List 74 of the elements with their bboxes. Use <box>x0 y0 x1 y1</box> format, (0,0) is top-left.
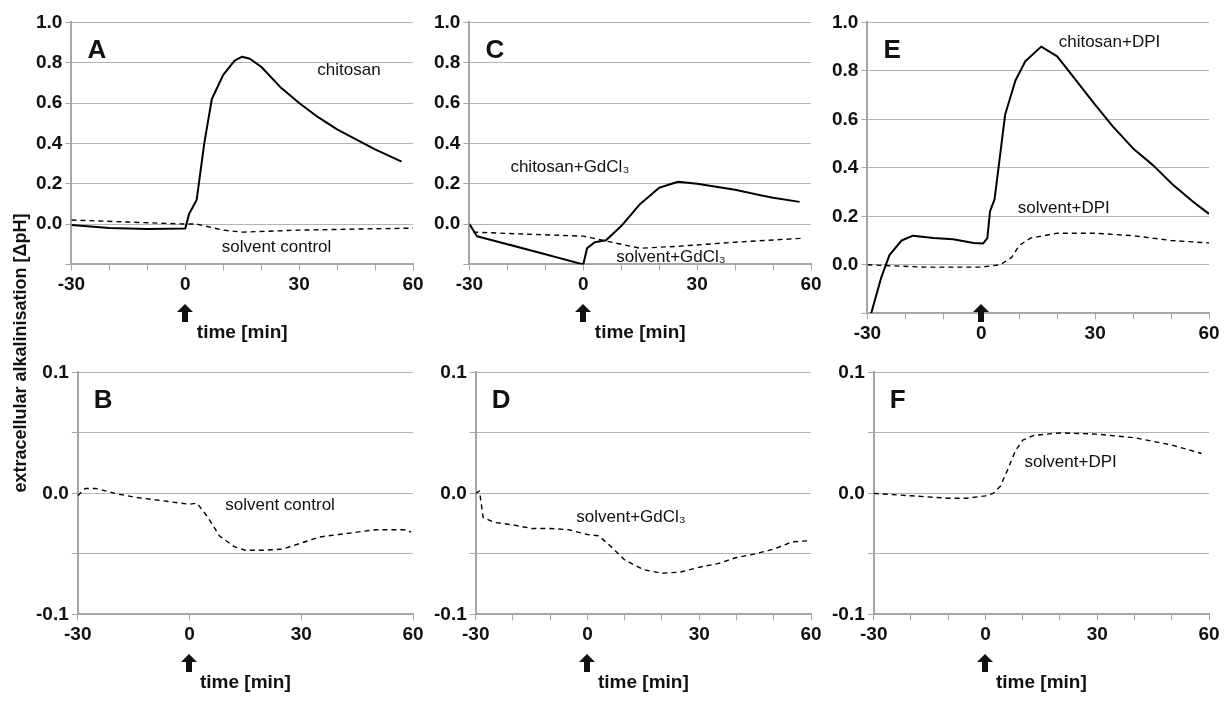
x-tick-label: 60 <box>800 273 822 295</box>
x-tick-label: -30 <box>462 623 490 645</box>
x-tick-label: 60 <box>1198 623 1220 645</box>
x-tick-label: 30 <box>688 623 710 645</box>
x-tick-label: 30 <box>288 273 310 295</box>
y-tick-label: 0.8 <box>35 50 63 72</box>
y-tick-label: 1.0 <box>433 10 461 32</box>
x-tick-label: 60 <box>402 273 424 295</box>
y-tick-label: -0.1 <box>831 602 866 624</box>
y-tick-label: 1.0 <box>35 10 63 32</box>
series-label: solvent+GdCl₃ <box>616 246 726 266</box>
chart-title: D <box>491 383 511 414</box>
x-tick-label: -30 <box>57 273 86 295</box>
y-tick-label: 0.6 <box>433 91 461 113</box>
y-tick-label: 0.8 <box>433 50 461 72</box>
x-tick-label: 0 <box>975 321 987 343</box>
x-axis-title: time [min] <box>594 320 686 342</box>
y-tick-label: 1.0 <box>831 10 859 32</box>
x-axis-title: time [min] <box>196 320 288 342</box>
x-tick-label: 0 <box>184 623 195 645</box>
y-tick-label: 0.0 <box>35 212 63 234</box>
y-tick-label: 0.0 <box>831 252 859 274</box>
x-tick-label: 0 <box>577 273 589 295</box>
text: A <box>87 33 107 64</box>
y-tick-label: 0.6 <box>35 91 63 113</box>
series-label: solvent+DPI <box>1024 451 1117 471</box>
x-tick-label: -30 <box>860 623 888 645</box>
chart-title: B <box>93 383 113 414</box>
series-label: solvent control <box>225 495 335 515</box>
y-tick-label: 0.4 <box>433 131 461 153</box>
x-tick-label: 30 <box>290 623 312 645</box>
series-label: chitosan <box>317 60 381 80</box>
y-tick-label: 0.0 <box>433 212 461 234</box>
x-axis-title: time [min] <box>199 670 291 692</box>
x-tick-label: -30 <box>853 321 882 343</box>
y-tick-label: 0.2 <box>433 171 461 193</box>
y-tick-label: 0.1 <box>440 360 468 382</box>
text: E <box>883 33 901 64</box>
y-tick-label: 0.1 <box>42 360 70 382</box>
x-axis-title: time [min] <box>597 670 689 692</box>
x-axis-title: time [min] <box>995 670 1087 692</box>
x-tick-label: -30 <box>64 623 92 645</box>
y-axis-title: extracellular alkalinisation [ΔpH] <box>9 213 31 493</box>
x-tick-label: 30 <box>1084 321 1106 343</box>
series-label: chitosan+GdCl₃ <box>510 157 630 177</box>
line-series <box>873 432 1203 499</box>
x-tick-label: -30 <box>455 273 484 295</box>
y-tick-label: -0.1 <box>433 602 468 624</box>
x-tick-label: 60 <box>1198 321 1220 343</box>
x-tick-label: 60 <box>402 623 424 645</box>
x-tick-label: 30 <box>1086 623 1108 645</box>
y-tick-label: 0.1 <box>838 360 866 382</box>
series-label: solvent+DPI <box>1017 198 1110 218</box>
x-tick-label: 0 <box>582 623 593 645</box>
chart-title: F <box>889 383 906 414</box>
x-tick-label: 0 <box>179 273 191 295</box>
x-tick-label: 60 <box>800 623 822 645</box>
text: C <box>485 33 505 64</box>
y-tick-label: 0.8 <box>831 59 859 81</box>
line-series <box>77 487 412 551</box>
series-label: solvent control <box>221 237 332 257</box>
y-tick-label: 0.4 <box>831 156 859 178</box>
y-tick-label: 0.0 <box>440 481 467 503</box>
x-tick-label: 0 <box>980 623 991 645</box>
y-tick-label: 0.0 <box>838 481 865 503</box>
y-tick-label: 0.6 <box>831 107 859 129</box>
y-tick-label: -0.1 <box>35 602 70 624</box>
y-tick-label: 0.2 <box>831 204 859 226</box>
x-tick-label: 30 <box>686 273 708 295</box>
y-tick-label: 0.4 <box>35 131 63 153</box>
y-tick-label: 0.0 <box>42 481 69 503</box>
series-label: chitosan+DPI <box>1058 32 1161 52</box>
y-tick-label: 0.2 <box>35 171 63 193</box>
series-label: solvent+GdCl₃ <box>576 507 686 527</box>
